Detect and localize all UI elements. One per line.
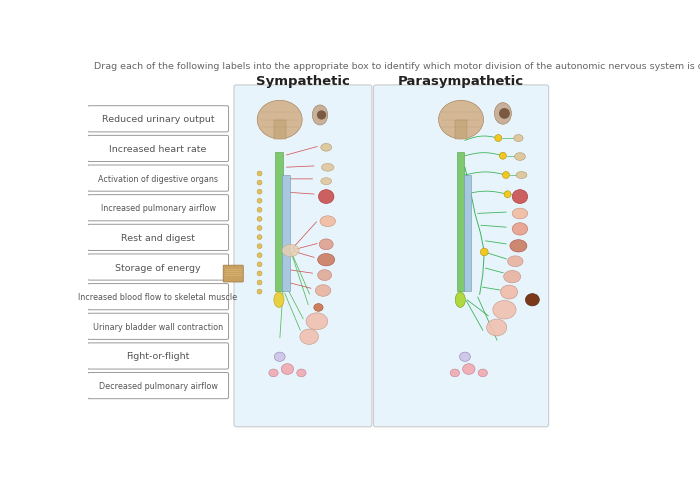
- Bar: [464, 176, 471, 291]
- Circle shape: [257, 272, 262, 276]
- FancyBboxPatch shape: [88, 195, 228, 221]
- Circle shape: [495, 136, 502, 142]
- FancyBboxPatch shape: [234, 86, 372, 427]
- Text: Sympathetic: Sympathetic: [256, 75, 350, 88]
- FancyBboxPatch shape: [88, 136, 228, 162]
- Ellipse shape: [318, 270, 332, 281]
- Ellipse shape: [274, 292, 284, 308]
- Ellipse shape: [318, 190, 334, 204]
- Ellipse shape: [508, 257, 523, 267]
- Ellipse shape: [504, 271, 521, 283]
- Circle shape: [257, 253, 262, 258]
- Circle shape: [499, 153, 506, 160]
- Circle shape: [504, 191, 511, 198]
- FancyBboxPatch shape: [88, 373, 228, 399]
- Circle shape: [257, 190, 262, 195]
- Ellipse shape: [297, 369, 306, 377]
- Ellipse shape: [450, 369, 459, 377]
- FancyBboxPatch shape: [88, 343, 228, 369]
- FancyBboxPatch shape: [88, 314, 228, 340]
- Ellipse shape: [439, 101, 484, 139]
- Circle shape: [257, 199, 262, 204]
- Text: Rest and digest: Rest and digest: [121, 233, 195, 242]
- Ellipse shape: [321, 164, 334, 172]
- FancyBboxPatch shape: [374, 86, 549, 427]
- Ellipse shape: [512, 223, 528, 236]
- Text: Fight-or-flight: Fight-or-flight: [126, 352, 190, 361]
- Circle shape: [257, 226, 262, 231]
- Ellipse shape: [281, 364, 294, 375]
- Ellipse shape: [274, 352, 285, 362]
- Circle shape: [257, 289, 262, 294]
- Circle shape: [257, 235, 262, 240]
- Ellipse shape: [510, 240, 527, 253]
- Text: Reduced urinary output: Reduced urinary output: [102, 115, 214, 124]
- Bar: [275, 152, 283, 291]
- Text: Decreased pulmonary airflow: Decreased pulmonary airflow: [99, 381, 218, 390]
- Text: Activation of digestive organs: Activation of digestive organs: [98, 174, 218, 183]
- Circle shape: [257, 262, 262, 267]
- Ellipse shape: [478, 369, 487, 377]
- Text: Storage of energy: Storage of energy: [116, 263, 201, 272]
- Text: Increased blood flow to skeletal muscle: Increased blood flow to skeletal muscle: [78, 292, 237, 302]
- Text: Parasympathetic: Parasympathetic: [398, 75, 524, 88]
- Bar: [282, 176, 290, 291]
- Circle shape: [257, 244, 262, 249]
- Text: Increased heart rate: Increased heart rate: [109, 145, 206, 153]
- Ellipse shape: [526, 294, 539, 306]
- Circle shape: [257, 181, 262, 186]
- Ellipse shape: [320, 216, 335, 227]
- FancyBboxPatch shape: [223, 266, 244, 283]
- Bar: [274, 121, 286, 139]
- Ellipse shape: [257, 101, 302, 139]
- Bar: [457, 152, 464, 291]
- Circle shape: [257, 280, 262, 286]
- FancyBboxPatch shape: [88, 166, 228, 192]
- Circle shape: [499, 109, 510, 120]
- Ellipse shape: [315, 285, 331, 297]
- Circle shape: [480, 249, 488, 257]
- Ellipse shape: [314, 304, 323, 312]
- Ellipse shape: [321, 178, 332, 185]
- Circle shape: [503, 172, 510, 179]
- Ellipse shape: [318, 254, 335, 266]
- Ellipse shape: [514, 136, 523, 142]
- Ellipse shape: [321, 144, 332, 152]
- Ellipse shape: [494, 104, 512, 125]
- FancyBboxPatch shape: [88, 225, 228, 251]
- FancyBboxPatch shape: [88, 284, 228, 310]
- Ellipse shape: [459, 352, 470, 362]
- FancyBboxPatch shape: [88, 106, 228, 133]
- Ellipse shape: [312, 106, 328, 126]
- Circle shape: [257, 172, 262, 177]
- Ellipse shape: [269, 369, 278, 377]
- Ellipse shape: [300, 329, 318, 345]
- Ellipse shape: [306, 313, 328, 330]
- Ellipse shape: [493, 301, 516, 319]
- Ellipse shape: [463, 364, 475, 375]
- Text: Drag each of the following labels into the appropriate box to identify which mot: Drag each of the following labels into t…: [94, 62, 700, 71]
- Ellipse shape: [512, 209, 528, 219]
- Ellipse shape: [500, 286, 517, 300]
- Ellipse shape: [282, 245, 299, 257]
- Ellipse shape: [319, 240, 333, 250]
- Bar: [455, 121, 468, 139]
- Ellipse shape: [516, 172, 527, 179]
- Text: Increased pulmonary airflow: Increased pulmonary airflow: [101, 204, 216, 213]
- FancyBboxPatch shape: [88, 255, 228, 281]
- Ellipse shape: [455, 292, 466, 308]
- Circle shape: [317, 111, 326, 121]
- Ellipse shape: [486, 319, 507, 336]
- Ellipse shape: [514, 153, 526, 161]
- Ellipse shape: [512, 190, 528, 204]
- Text: Urinary bladder wall contraction: Urinary bladder wall contraction: [93, 322, 223, 331]
- Circle shape: [257, 208, 262, 213]
- Circle shape: [257, 217, 262, 222]
